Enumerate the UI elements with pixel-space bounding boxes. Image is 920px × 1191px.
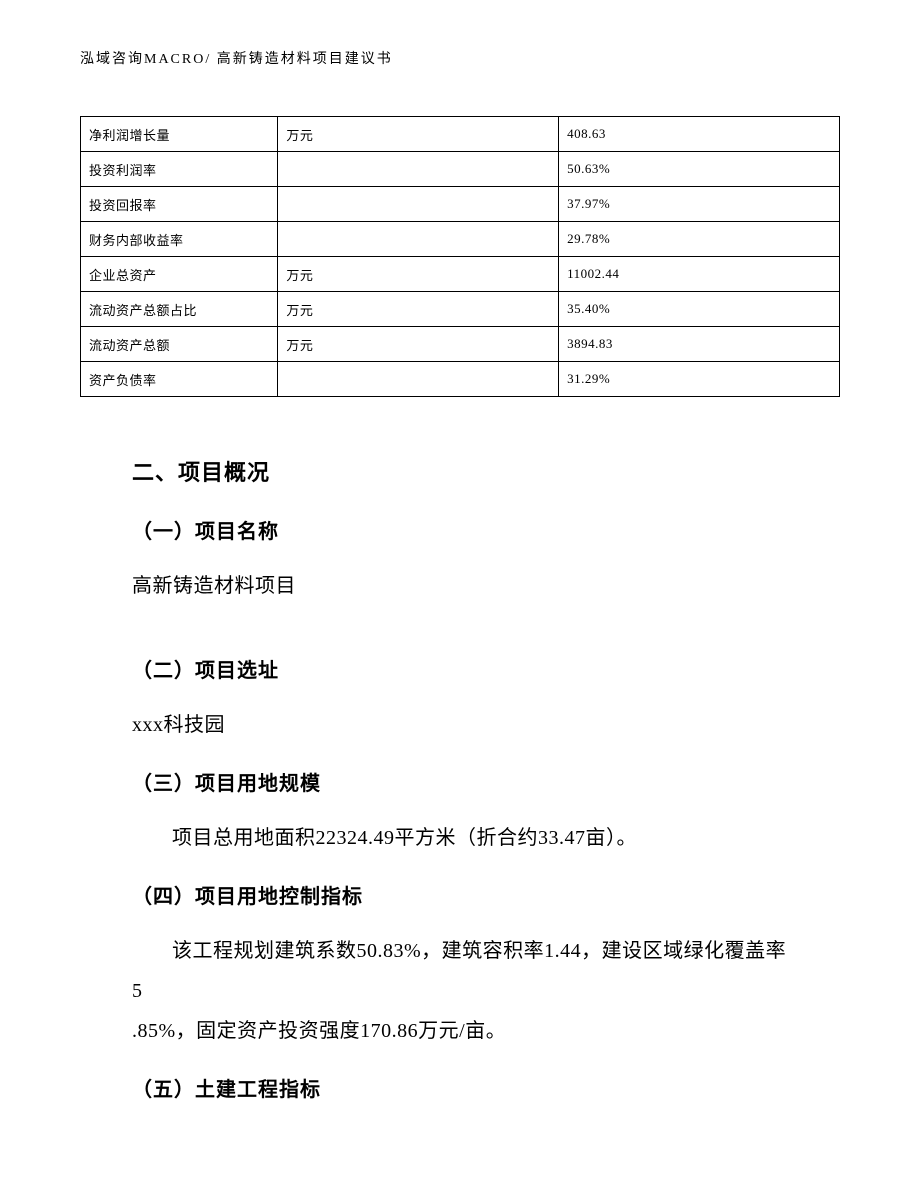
table-cell-label: 投资回报率 — [81, 187, 278, 222]
section-heading-2: 二、项目概况 — [132, 455, 788, 487]
table-row: 投资回报率 37.97% — [81, 187, 840, 222]
table-row: 流动资产总额 万元 3894.83 — [81, 327, 840, 362]
section-heading-3: （五）土建工程指标 — [132, 1073, 788, 1102]
table-row: 资产负债率 31.29% — [81, 362, 840, 397]
section-heading-3: （二）项目选址 — [132, 654, 788, 683]
body-paragraph: .85%，固定资产投资强度170.86万元/亩。 — [132, 1011, 788, 1051]
body-paragraph: xxx科技园 — [132, 705, 788, 745]
table-row: 投资利润率 50.63% — [81, 152, 840, 187]
table-cell-label: 财务内部收益率 — [81, 222, 278, 257]
table-row: 净利润增长量 万元 408.63 — [81, 117, 840, 152]
table-cell-value: 37.97% — [559, 187, 840, 222]
table-cell-unit: 万元 — [278, 257, 559, 292]
table-cell-value: 11002.44 — [559, 257, 840, 292]
page-header: 泓域咨询MACRO/ 高新铸造材料项目建议书 — [80, 48, 840, 68]
table-cell-label: 企业总资产 — [81, 257, 278, 292]
table-row: 财务内部收益率 29.78% — [81, 222, 840, 257]
table-cell-label: 净利润增长量 — [81, 117, 278, 152]
table-cell-unit — [278, 362, 559, 397]
table-cell-label: 资产负债率 — [81, 362, 278, 397]
table-cell-value: 31.29% — [559, 362, 840, 397]
table-cell-value: 50.63% — [559, 152, 840, 187]
financial-table: 净利润增长量 万元 408.63 投资利润率 50.63% 投资回报率 37.9… — [80, 116, 840, 397]
table-cell-label: 流动资产总额占比 — [81, 292, 278, 327]
table-cell-value: 3894.83 — [559, 327, 840, 362]
table-cell-unit: 万元 — [278, 292, 559, 327]
table-cell-unit — [278, 222, 559, 257]
table-cell-value: 408.63 — [559, 117, 840, 152]
content-body: 二、项目概况 （一）项目名称 高新铸造材料项目 （二）项目选址 xxx科技园 （… — [80, 455, 840, 1102]
table-row: 企业总资产 万元 11002.44 — [81, 257, 840, 292]
section-heading-3: （一）项目名称 — [132, 515, 788, 544]
table-cell-unit: 万元 — [278, 327, 559, 362]
table-cell-unit — [278, 152, 559, 187]
body-paragraph: 该工程规划建筑系数50.83%，建筑容积率1.44，建设区域绿化覆盖率5 — [132, 931, 788, 1011]
section-heading-3: （四）项目用地控制指标 — [132, 880, 788, 909]
table-cell-label: 流动资产总额 — [81, 327, 278, 362]
table-cell-value: 29.78% — [559, 222, 840, 257]
table-cell-unit — [278, 187, 559, 222]
section-heading-3: （三）项目用地规模 — [132, 767, 788, 796]
table-cell-unit: 万元 — [278, 117, 559, 152]
body-paragraph: 高新铸造材料项目 — [132, 566, 788, 606]
table-cell-value: 35.40% — [559, 292, 840, 327]
table-cell-label: 投资利润率 — [81, 152, 278, 187]
body-paragraph: 项目总用地面积22324.49平方米（折合约33.47亩）。 — [132, 818, 788, 858]
table-row: 流动资产总额占比 万元 35.40% — [81, 292, 840, 327]
page: 泓域咨询MACRO/ 高新铸造材料项目建议书 净利润增长量 万元 408.63 … — [0, 0, 920, 1191]
